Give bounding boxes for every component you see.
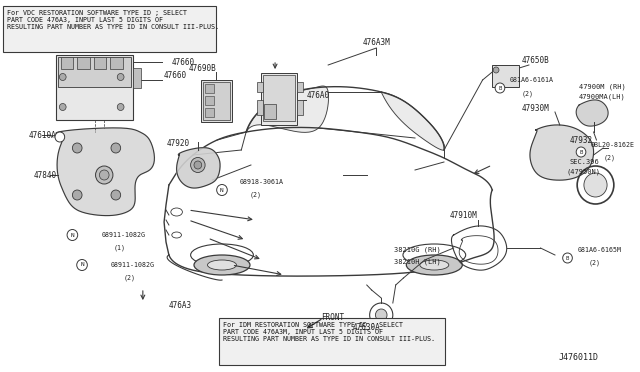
Bar bbox=[110, 57, 123, 69]
Text: N: N bbox=[70, 232, 74, 237]
Bar bbox=[203, 82, 230, 120]
Bar bbox=[297, 82, 303, 92]
Circle shape bbox=[576, 147, 586, 157]
Text: 476A3M: 476A3M bbox=[362, 38, 390, 46]
Bar bbox=[201, 80, 232, 122]
Text: 08911-1082G: 08911-1082G bbox=[101, 232, 145, 238]
Text: For VDC RESTORATION SOFTWARE TYPE ID ; SELECT
PART CODE 476A3, INPUT LAST 5 DIGI: For VDC RESTORATION SOFTWARE TYPE ID ; S… bbox=[7, 10, 219, 30]
Ellipse shape bbox=[194, 161, 202, 169]
Bar bbox=[260, 73, 297, 125]
Text: SEC.396: SEC.396 bbox=[569, 159, 599, 165]
Polygon shape bbox=[576, 100, 608, 126]
Text: (2): (2) bbox=[521, 91, 533, 97]
Text: 47660: 47660 bbox=[172, 58, 195, 67]
Bar bbox=[257, 100, 262, 115]
Polygon shape bbox=[530, 125, 593, 180]
Text: 0BL20-8162E: 0BL20-8162E bbox=[591, 142, 635, 148]
Text: 47930M: 47930M bbox=[522, 103, 550, 112]
Bar bbox=[257, 82, 262, 92]
Circle shape bbox=[117, 103, 124, 110]
Circle shape bbox=[60, 74, 66, 80]
Ellipse shape bbox=[99, 170, 109, 180]
Text: 08911-1082G: 08911-1082G bbox=[111, 262, 155, 268]
Text: N: N bbox=[80, 263, 84, 267]
Circle shape bbox=[55, 132, 65, 142]
Circle shape bbox=[493, 67, 499, 73]
Polygon shape bbox=[177, 148, 220, 188]
Text: 47690B: 47690B bbox=[189, 64, 216, 73]
Circle shape bbox=[563, 253, 572, 263]
Polygon shape bbox=[381, 92, 445, 150]
Bar bbox=[262, 75, 295, 121]
Polygon shape bbox=[246, 86, 328, 132]
Text: 476A0: 476A0 bbox=[307, 90, 330, 99]
Ellipse shape bbox=[194, 255, 250, 275]
Bar bbox=[297, 100, 303, 115]
Text: 47840: 47840 bbox=[34, 170, 57, 180]
Bar bbox=[3, 6, 216, 52]
Circle shape bbox=[376, 309, 387, 321]
Text: 47650B: 47650B bbox=[521, 55, 549, 64]
Circle shape bbox=[117, 74, 124, 80]
Text: 38210G (RH): 38210G (RH) bbox=[394, 247, 440, 253]
Circle shape bbox=[72, 143, 82, 153]
Bar bbox=[58, 57, 131, 87]
Bar bbox=[133, 68, 141, 88]
Circle shape bbox=[495, 83, 505, 93]
Text: 47900MA(LH): 47900MA(LH) bbox=[579, 94, 626, 100]
Text: 08918-3061A: 08918-3061A bbox=[239, 179, 284, 185]
Text: 38210H (LH): 38210H (LH) bbox=[394, 259, 440, 265]
Text: 47630A: 47630A bbox=[353, 324, 381, 333]
Text: FRONT: FRONT bbox=[321, 314, 344, 323]
Bar bbox=[205, 96, 214, 105]
Text: (2): (2) bbox=[250, 192, 262, 198]
Text: N: N bbox=[220, 187, 224, 192]
Bar bbox=[264, 104, 276, 119]
Text: 47660: 47660 bbox=[164, 71, 188, 80]
Text: 47920: 47920 bbox=[167, 138, 190, 148]
Text: (2): (2) bbox=[604, 155, 615, 161]
Text: J476011D: J476011D bbox=[558, 353, 598, 362]
Text: For IDM RESTORATION SOFTWARE TYPE ID ; SELECT
PART CODE 476A3M, INPUT LAST 5 DIG: For IDM RESTORATION SOFTWARE TYPE ID ; S… bbox=[223, 322, 435, 342]
Text: 47610A: 47610A bbox=[29, 131, 57, 140]
Ellipse shape bbox=[406, 255, 462, 275]
Polygon shape bbox=[56, 128, 154, 216]
Text: 081A6-6161A: 081A6-6161A bbox=[509, 77, 554, 83]
Text: B: B bbox=[499, 86, 502, 90]
Text: 47900M (RH): 47900M (RH) bbox=[579, 84, 626, 90]
Circle shape bbox=[67, 230, 77, 241]
Bar bbox=[93, 57, 106, 69]
Text: 47932: 47932 bbox=[570, 135, 593, 144]
Text: B: B bbox=[566, 256, 569, 260]
Ellipse shape bbox=[420, 260, 449, 270]
Bar bbox=[77, 57, 90, 69]
Ellipse shape bbox=[584, 173, 607, 197]
Bar bbox=[61, 57, 74, 69]
Text: (2): (2) bbox=[124, 275, 136, 281]
Ellipse shape bbox=[95, 166, 113, 184]
Text: 081A6-6165M: 081A6-6165M bbox=[577, 247, 621, 253]
Text: (1): (1) bbox=[114, 245, 126, 251]
Text: (47950N): (47950N) bbox=[567, 169, 601, 175]
Text: 476A3: 476A3 bbox=[169, 301, 192, 310]
Bar bbox=[205, 84, 214, 93]
Text: (2): (2) bbox=[589, 260, 601, 266]
Circle shape bbox=[72, 190, 82, 200]
Ellipse shape bbox=[191, 157, 205, 173]
Circle shape bbox=[111, 190, 121, 200]
Bar bbox=[56, 55, 133, 120]
Text: 47910M: 47910M bbox=[449, 211, 477, 219]
Text: B: B bbox=[579, 150, 582, 154]
Circle shape bbox=[111, 143, 121, 153]
Bar bbox=[492, 65, 519, 87]
Bar bbox=[205, 108, 214, 117]
Circle shape bbox=[77, 260, 87, 270]
Ellipse shape bbox=[207, 260, 236, 270]
Bar bbox=[220, 318, 445, 365]
Circle shape bbox=[217, 185, 227, 196]
Circle shape bbox=[60, 103, 66, 110]
